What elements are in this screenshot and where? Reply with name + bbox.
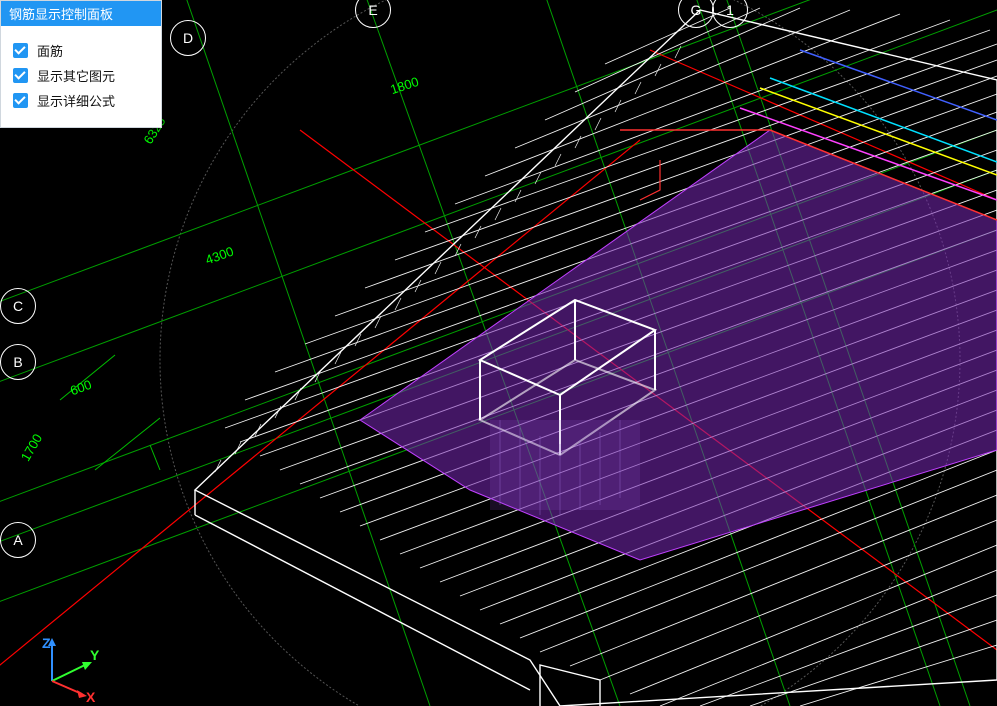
panel-body: 面筋 显示其它图元 显示详细公式: [1, 26, 161, 127]
checkbox-top-rebar[interactable]: [13, 43, 28, 58]
axis-gizmo: Z Y X: [32, 636, 102, 696]
grid-bubble-C: C: [0, 288, 36, 324]
checkbox-label: 面筋: [37, 41, 63, 60]
panel-title: 钢筋显示控制面板: [1, 1, 161, 26]
cad-viewport[interactable]: DEG1CBA 1800632543006001700 Z Y X 钢筋显示控制…: [0, 0, 997, 706]
checkbox-row-formula[interactable]: 显示详细公式: [9, 90, 153, 111]
checkbox-label: 显示其它图元: [37, 66, 115, 85]
checkbox-label: 显示详细公式: [37, 91, 115, 110]
checkbox-formula[interactable]: [13, 93, 28, 108]
axis-y-label: Y: [90, 647, 100, 663]
axis-x-label: X: [86, 689, 96, 705]
grid-bubble-B: B: [0, 344, 36, 380]
rebar-display-panel[interactable]: 钢筋显示控制面板 面筋 显示其它图元 显示详细公式: [0, 0, 162, 128]
grid-bubble-A: A: [0, 522, 36, 558]
checkbox-row-other-elements[interactable]: 显示其它图元: [9, 65, 153, 86]
checkbox-other-elements[interactable]: [13, 68, 28, 83]
checkbox-row-top-rebar[interactable]: 面筋: [9, 40, 153, 61]
axis-z-label: Z: [42, 635, 51, 651]
grid-bubble-D: D: [170, 20, 206, 56]
